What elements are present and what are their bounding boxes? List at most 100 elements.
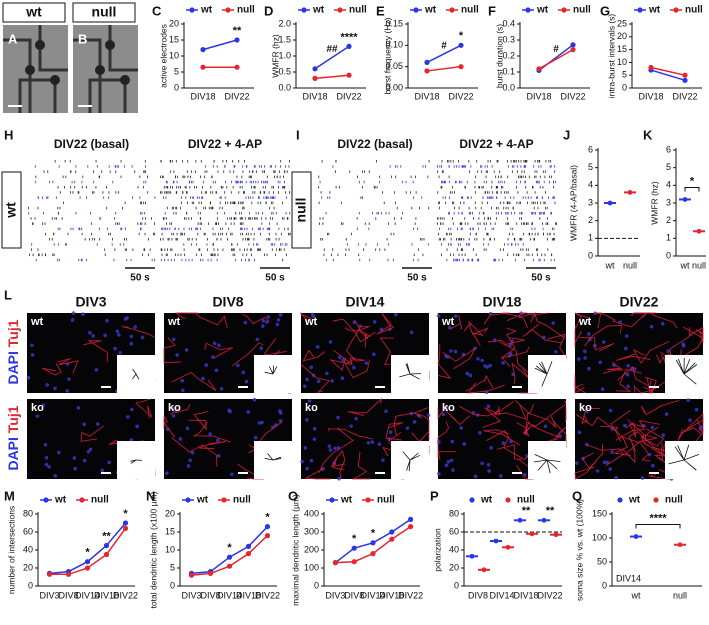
neurite: [458, 401, 514, 417]
spike: [469, 170, 470, 173]
spike: [525, 248, 527, 251]
spike: [31, 248, 33, 251]
spike: [112, 180, 114, 184]
spike: [270, 201, 272, 205]
neurite: [523, 421, 562, 439]
spike: [64, 243, 66, 246]
y-tick-label: 1.0: [278, 50, 291, 60]
spike: [524, 258, 525, 262]
spike: [479, 186, 481, 189]
spike: [462, 165, 464, 168]
spike: [37, 248, 39, 251]
spike: [460, 222, 462, 225]
spike: [206, 191, 207, 194]
spike: [230, 191, 232, 194]
stain-label: DAPI Tuj1: [5, 405, 21, 470]
spike: [428, 206, 430, 210]
spike: [542, 222, 543, 225]
spike: [210, 191, 212, 194]
spike: [358, 253, 360, 257]
spike: [554, 180, 556, 184]
spike: [186, 212, 188, 215]
spike: [322, 217, 324, 220]
spike: [264, 253, 265, 257]
y-tick-label: 5: [666, 162, 671, 172]
spike: [527, 201, 528, 205]
spike: [108, 165, 110, 168]
spike: [400, 165, 402, 168]
y-tick-label: 4: [588, 180, 593, 190]
spike: [214, 253, 216, 257]
spike: [419, 238, 421, 241]
spike: [251, 217, 253, 220]
data-point: [122, 520, 129, 526]
spike: [262, 227, 264, 231]
spike: [57, 243, 59, 246]
spike: [330, 253, 332, 257]
spike: [241, 227, 243, 231]
x-tick-label: DIV22: [398, 590, 423, 600]
nucleus: [444, 463, 449, 468]
spike: [368, 170, 370, 173]
spike: [376, 212, 378, 215]
nucleus: [688, 418, 692, 423]
nucleus: [587, 332, 591, 336]
data-point: [103, 551, 110, 558]
spike: [75, 212, 77, 215]
spike: [211, 253, 213, 257]
spike: [253, 238, 255, 241]
spike: [405, 180, 407, 184]
spike: [394, 217, 395, 220]
spike: [245, 196, 247, 199]
spike: [226, 186, 228, 189]
data-point: [245, 543, 252, 550]
spike: [240, 258, 242, 262]
spike: [232, 253, 234, 257]
spike: [440, 238, 441, 241]
spike: [37, 206, 39, 210]
spike: [441, 243, 442, 246]
neurite: [442, 407, 471, 426]
spike: [195, 227, 197, 231]
legend-label: null: [233, 495, 251, 506]
spike: [266, 180, 268, 184]
x-tick-label: wt: [680, 260, 690, 270]
spike: [523, 222, 524, 225]
spike: [460, 238, 462, 241]
spike: [172, 206, 174, 210]
neurite: [576, 414, 622, 442]
x-tick-label: DIV22: [336, 91, 361, 101]
spike: [405, 191, 407, 194]
neurite: [615, 419, 660, 441]
spike: [92, 191, 93, 194]
spike: [438, 175, 440, 179]
spike: [191, 180, 192, 184]
nucleus: [384, 409, 388, 414]
spike: [536, 180, 538, 184]
spike: [214, 253, 216, 257]
nucleus: [489, 446, 493, 450]
spike: [537, 160, 539, 163]
spike: [545, 222, 547, 225]
spike: [170, 170, 172, 173]
spike: [520, 180, 522, 184]
spike: [514, 212, 516, 215]
nucleus: [340, 376, 345, 380]
spike: [470, 196, 472, 199]
spike: [472, 248, 474, 251]
x-tick-label: DIV22: [448, 91, 473, 101]
y-tick-label: 15: [617, 44, 627, 54]
y-tick-label: 0: [666, 250, 671, 260]
spike: [242, 232, 243, 236]
spike: [99, 238, 101, 241]
spike: [539, 212, 541, 215]
spike: [521, 222, 523, 225]
nucleus: [303, 446, 308, 450]
spike: [500, 201, 501, 205]
spike: [286, 196, 287, 199]
spike: [234, 253, 236, 257]
spike: [539, 212, 540, 215]
neurite: [328, 428, 373, 440]
spike: [166, 206, 168, 210]
y-tick-label: 20: [169, 18, 179, 28]
